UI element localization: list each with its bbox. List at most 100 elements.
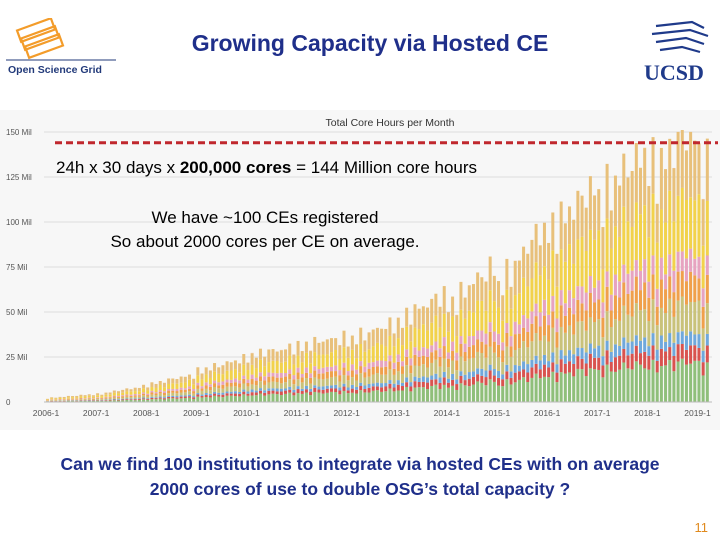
- bar-segment-blue: [192, 396, 196, 398]
- bar-segment-tan: [668, 138, 672, 191]
- bar-segment-blue: [250, 389, 254, 393]
- bar-segment-green: [396, 390, 400, 402]
- bar-segment-blue: [279, 388, 283, 392]
- bar-segment-yellow: [50, 398, 54, 400]
- x-tick-label: 2008-1: [133, 408, 160, 418]
- bar-segment-khaki: [175, 393, 179, 397]
- bar-segment-blue: [563, 355, 567, 364]
- bar-segment-yellow: [371, 346, 375, 363]
- bar-segment-blue: [263, 390, 267, 393]
- bar-segment-khaki: [150, 394, 154, 397]
- bar-segment-green: [375, 390, 379, 402]
- bar-segment-pink: [559, 290, 563, 306]
- bar-segment-tan: [167, 378, 171, 384]
- bar-segment-blue: [292, 389, 296, 393]
- bar-segment-tan: [342, 330, 346, 348]
- bar-segment-orange: [367, 369, 371, 377]
- bar-segment-khaki: [116, 397, 121, 400]
- bar-segment-green: [329, 391, 333, 402]
- bar-segment-khaki: [355, 380, 359, 388]
- bar-segment-blue: [167, 395, 171, 397]
- bar-segment-yellow: [396, 338, 400, 355]
- bar-segment-pink: [254, 377, 258, 381]
- bar-segment-khaki: [325, 378, 329, 386]
- bar-segment-khaki: [455, 370, 459, 380]
- bar-segment-green: [668, 360, 672, 402]
- bar-segment-khaki: [597, 319, 601, 346]
- bar-segment-green: [292, 395, 296, 402]
- bar-segment-yellow: [643, 205, 647, 260]
- bar-segment-tan: [338, 345, 342, 360]
- bar-segment-yellow: [438, 327, 442, 349]
- bar-segment-orange: [626, 293, 630, 315]
- bar-segment-pink: [651, 255, 655, 275]
- bar-segment-orange: [693, 275, 697, 302]
- bar-segment-tan: [62, 396, 66, 399]
- bar-segment-khaki: [547, 341, 551, 362]
- bar-segment-yellow: [183, 382, 187, 389]
- bar-segment-red: [229, 393, 233, 396]
- bar-segment-khaki: [676, 300, 680, 333]
- bar-segment-green: [108, 400, 112, 402]
- bar-segment-green: [455, 389, 459, 402]
- bar-segment-blue: [467, 372, 471, 379]
- bar-segment-pink: [267, 372, 271, 377]
- bar-segment-green: [200, 397, 204, 402]
- ce-annotation: We have ~100 CEs registered So about 200…: [60, 206, 470, 254]
- bar-segment-pink: [146, 393, 150, 396]
- bar-segment-pink: [659, 257, 663, 280]
- bar-segment-pink: [497, 333, 501, 345]
- bar-segment-red: [392, 387, 396, 392]
- bar-segment-yellow: [434, 315, 438, 342]
- bar-segment-orange: [192, 391, 196, 394]
- bar-segment-khaki: [426, 367, 430, 378]
- bar-segment-tan: [112, 390, 116, 393]
- bar-segment-orange: [459, 343, 463, 357]
- bar-segment-yellow: [129, 391, 133, 395]
- bar-segment-red: [705, 345, 709, 363]
- bar-segment-blue: [242, 389, 246, 392]
- bar-segment-orange: [213, 383, 217, 388]
- bar-segment-green: [96, 400, 100, 402]
- bar-segment-pink: [329, 366, 333, 372]
- bar-segment-green: [233, 396, 237, 402]
- bar-segment-orange: [296, 372, 300, 380]
- bar-segment-khaki: [509, 356, 513, 372]
- bar-segment-green: [551, 371, 555, 402]
- bar-segment-red: [380, 387, 384, 392]
- bar-segment-yellow: [112, 392, 116, 396]
- bar-segment-tan: [588, 176, 592, 230]
- bar-segment-red: [559, 359, 563, 373]
- bar-segment-orange: [162, 393, 166, 396]
- bar-segment-blue: [680, 331, 684, 344]
- bar-segment-khaki: [304, 378, 308, 386]
- bar-segment-orange: [171, 390, 175, 393]
- bar-segment-yellow: [250, 364, 254, 375]
- bar-segment-pink: [346, 371, 350, 376]
- bar-segment-tan: [438, 306, 442, 328]
- bar-segment-green: [338, 394, 342, 402]
- bar-segment-blue: [116, 399, 121, 400]
- bar-segment-red: [459, 375, 463, 384]
- bar-segment-blue: [204, 392, 208, 395]
- bar-segment-green: [279, 395, 283, 402]
- bar-segment-red: [400, 385, 404, 391]
- bar-segment-yellow: [492, 301, 496, 332]
- bar-segment-green: [388, 388, 392, 402]
- bar-segment-green: [405, 386, 409, 402]
- bar-segment-orange: [639, 290, 643, 311]
- bar-segment-green: [254, 395, 258, 402]
- bar-segment-green: [639, 364, 643, 402]
- bar-segment-khaki: [492, 352, 496, 370]
- bar-segment-orange: [455, 360, 459, 371]
- bar-segment-tan: [221, 365, 225, 375]
- chart-title: Total Core Hours per Month: [326, 117, 455, 129]
- bar-segment-red: [547, 367, 551, 378]
- ce-line-2: So about 2000 cores per CE on average.: [110, 232, 420, 251]
- bar-segment-tan: [384, 328, 388, 347]
- bar-segment-blue: [288, 386, 292, 390]
- bar-segment-blue: [689, 331, 693, 346]
- bar-segment-orange: [187, 388, 191, 392]
- bar-segment-tan: [271, 349, 275, 361]
- bar-segment-pink: [150, 390, 154, 393]
